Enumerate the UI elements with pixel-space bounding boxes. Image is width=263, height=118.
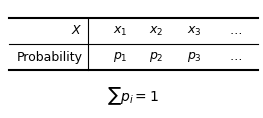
- Text: $\ldots$: $\ldots$: [229, 25, 242, 38]
- Text: $p_3$: $p_3$: [187, 50, 201, 64]
- Text: $x_3$: $x_3$: [187, 24, 201, 38]
- Text: Probability: Probability: [17, 51, 83, 63]
- Text: $p_2$: $p_2$: [149, 50, 164, 64]
- Text: $p_1$: $p_1$: [113, 50, 128, 64]
- Text: $\sum p_i = 1$: $\sum p_i = 1$: [107, 85, 159, 107]
- Text: $X$: $X$: [72, 25, 83, 38]
- Text: $\ldots$: $\ldots$: [229, 51, 242, 63]
- Text: $x_1$: $x_1$: [113, 24, 128, 38]
- Text: $x_2$: $x_2$: [149, 24, 164, 38]
